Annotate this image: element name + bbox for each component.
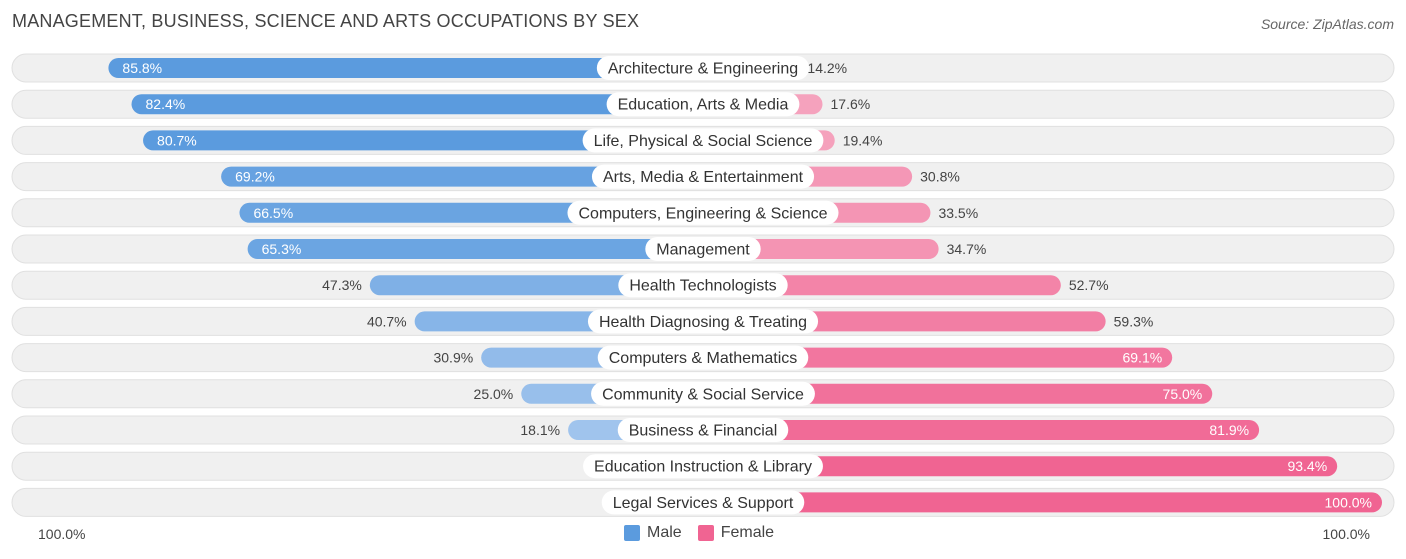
legend: Male Female — [624, 524, 790, 542]
female-value-label: 19.4% — [843, 132, 883, 148]
female-value-label: 93.4% — [1287, 458, 1327, 474]
category-label: Computers, Engineering & Science — [578, 205, 827, 222]
male-value-label: 66.5% — [253, 205, 293, 221]
legend-label-male: Male — [647, 524, 682, 541]
legend-label-female: Female — [720, 524, 775, 541]
male-value-label: 80.7% — [157, 132, 197, 148]
category-label-pill — [587, 309, 819, 334]
category-label-pill — [597, 345, 809, 370]
category-label-pill — [567, 200, 839, 225]
female-bar — [691, 347, 1173, 368]
female-value-label: 81.9% — [1209, 422, 1249, 438]
female-value-label: 75.0% — [1163, 386, 1203, 402]
female-value-label: 14.2% — [807, 60, 847, 76]
male-value-label: 30.9% — [433, 350, 473, 366]
category-label-pill — [582, 128, 824, 153]
male-bar — [221, 166, 703, 187]
female-value-label: 34.7% — [947, 241, 987, 257]
axis-right-label: 100.0% — [1322, 526, 1370, 542]
category-label: Education, Arts & Media — [618, 97, 789, 114]
category-label: Health Technologists — [629, 278, 776, 295]
female-bar — [691, 456, 1338, 477]
category-label-pill — [617, 418, 789, 442]
category-label: Legal Services & Support — [613, 495, 794, 512]
category-label: Business & Financial — [629, 423, 778, 440]
category-label-pill — [591, 164, 815, 189]
chart-title: MANAGEMENT, BUSINESS, SCIENCE AND ARTS O… — [12, 11, 640, 31]
category-label: Health Diagnosing & Treating — [599, 314, 807, 331]
male-bar — [247, 239, 703, 259]
female-value-label: 17.6% — [831, 96, 871, 112]
female-bar — [691, 383, 1213, 404]
category-label: Management — [656, 242, 750, 259]
female-value-label: 52.7% — [1069, 277, 1109, 293]
category-label: Education Instruction & Library — [594, 459, 812, 476]
male-bar — [143, 130, 703, 151]
male-value-label: 85.8% — [122, 60, 162, 76]
category-label-pill — [645, 237, 761, 261]
category-label-pill — [596, 56, 810, 80]
male-value-label: 47.3% — [322, 277, 362, 293]
category-label-pill — [606, 92, 800, 117]
male-swatch — [624, 525, 640, 541]
male-bar — [108, 58, 704, 78]
legend-item-male: Male — [624, 524, 682, 542]
category-label: Computers & Mathematics — [609, 350, 798, 367]
category-label: Arts, Media & Entertainment — [603, 169, 804, 186]
male-bar — [131, 94, 703, 115]
source-label: Source: ZipAtlas.com — [1260, 16, 1394, 32]
female-value-label: 59.3% — [1114, 313, 1154, 329]
category-label: Community & Social Service — [602, 386, 804, 403]
category-label: Architecture & Engineering — [608, 61, 798, 78]
male-value-label: 18.1% — [520, 422, 560, 438]
female-value-label: 69.1% — [1122, 350, 1162, 366]
female-value-label: 30.8% — [920, 169, 960, 185]
axis-left-label: 100.0% — [38, 526, 86, 542]
legend-item-female: Female — [697, 524, 775, 542]
female-swatch — [697, 525, 714, 541]
category-label-pill — [601, 490, 805, 515]
chart-area: 85.8% 14.2% Architecture & Engineering 82.4… — [11, 53, 1395, 517]
female-value-label: 33.5% — [938, 205, 978, 221]
male-value-label: 82.4% — [146, 96, 186, 112]
male-value-label: 69.2% — [235, 169, 275, 185]
female-bar — [691, 492, 1382, 513]
category-label: Life, Physical & Social Science — [594, 133, 813, 150]
male-value-label: 40.7% — [367, 313, 407, 329]
category-label-pill — [583, 454, 823, 479]
category-label-pill — [591, 381, 815, 406]
male-value-label: 65.3% — [262, 241, 302, 257]
female-bar — [691, 420, 1260, 440]
female-value-label: 100.0% — [1325, 494, 1372, 510]
male-value-label: 25.0% — [474, 386, 514, 402]
category-label-pill — [618, 273, 788, 298]
